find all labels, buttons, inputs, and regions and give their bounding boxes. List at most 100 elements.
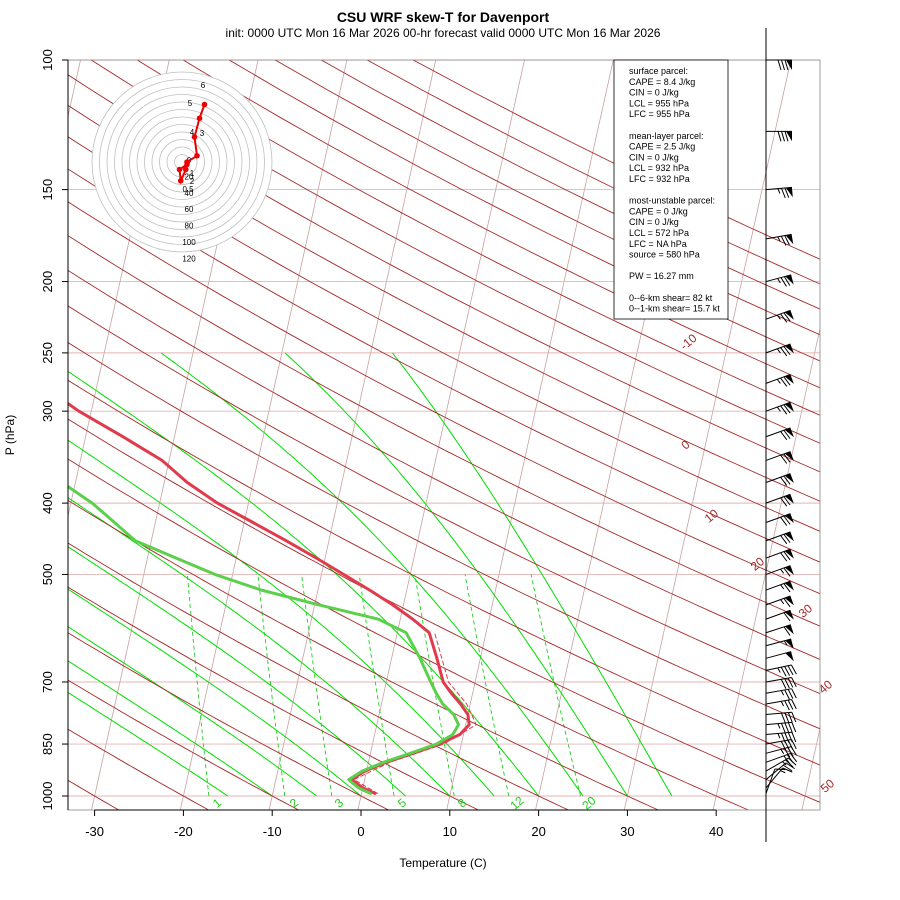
legend-line: PW = 16.27 mm bbox=[629, 271, 694, 281]
y-tick-label: 100 bbox=[40, 49, 55, 71]
wind-barb-flag bbox=[784, 513, 794, 523]
dry-adiabat bbox=[68, 679, 300, 810]
isotherm-line bbox=[357, 60, 525, 810]
isotherm-label: 40 bbox=[816, 677, 835, 697]
mixing-ratio-line bbox=[301, 574, 333, 797]
wind-barb-flag bbox=[785, 624, 794, 635]
wind-barb bbox=[765, 548, 794, 562]
wind-barb-flag bbox=[784, 310, 794, 320]
y-tick-label: 850 bbox=[40, 733, 55, 755]
wind-barb-shaft bbox=[765, 309, 791, 320]
dewpoint-profile bbox=[68, 484, 460, 795]
wind-barb-full bbox=[780, 679, 787, 689]
wind-barb bbox=[765, 731, 797, 744]
hodograph-ring bbox=[136, 116, 228, 208]
hodograph-ring bbox=[99, 79, 265, 245]
wind-barb-full bbox=[791, 688, 797, 699]
wind-barb-full bbox=[790, 664, 797, 675]
wind-barb-flag bbox=[784, 610, 794, 620]
wind-barb bbox=[765, 451, 794, 464]
wind-barb-full bbox=[783, 496, 791, 506]
wind-barb bbox=[765, 768, 786, 794]
wind-barb-full bbox=[784, 187, 790, 198]
wind-barb-full bbox=[780, 347, 788, 357]
wind-barb-half bbox=[780, 599, 785, 605]
wind-barb-full bbox=[783, 346, 791, 356]
isotherm-label: -10 bbox=[677, 331, 700, 353]
wind-barb-full bbox=[791, 722, 797, 733]
wind-barb-shaft bbox=[765, 664, 792, 671]
wind-barb bbox=[765, 595, 794, 608]
wind-barb-flag bbox=[784, 565, 794, 575]
isotherm-label: 20 bbox=[748, 554, 767, 574]
moist-adiabat bbox=[68, 370, 539, 797]
moist-adiabat bbox=[68, 626, 317, 797]
wind-barb-flag bbox=[784, 344, 794, 354]
wind-barb-full bbox=[780, 732, 786, 744]
wind-barb-full bbox=[787, 699, 794, 710]
y-tick-label: 300 bbox=[40, 400, 55, 422]
legend-line: CIN = 0 J/kg bbox=[629, 88, 679, 98]
wind-barb bbox=[765, 609, 794, 622]
x-axis-label: Temperature (C) bbox=[399, 856, 486, 870]
wind-barb-flag bbox=[784, 427, 794, 438]
wind-barb bbox=[765, 664, 797, 677]
wind-barb bbox=[765, 676, 797, 689]
legend-line: LCL = 932 hPa bbox=[629, 163, 689, 173]
hodograph-ring bbox=[121, 101, 243, 223]
wind-barb bbox=[765, 513, 794, 526]
dry-adiabat bbox=[68, 586, 480, 810]
wind-barb-full bbox=[784, 59, 789, 71]
hodograph-ring-label: 60 bbox=[185, 205, 194, 214]
hodograph-height-label: 1 bbox=[190, 169, 195, 178]
wind-barb-full bbox=[780, 454, 788, 464]
hodograph-point bbox=[201, 101, 208, 108]
plot-area bbox=[68, 60, 820, 810]
legend-line: mean-layer parcel: bbox=[629, 131, 704, 141]
wind-barb bbox=[765, 373, 794, 387]
wind-barb-half bbox=[776, 314, 781, 320]
parcel-trace bbox=[353, 632, 477, 794]
wind-barb-shaft bbox=[765, 746, 792, 754]
wind-barbs bbox=[765, 59, 798, 794]
mixing-ratio-label: 1 bbox=[210, 795, 224, 810]
wind-barb-full bbox=[781, 131, 785, 142]
wind-barb-half bbox=[776, 378, 781, 384]
wind-barb-flag bbox=[784, 581, 794, 591]
legend-line: CAPE = 0 J/kg bbox=[629, 206, 688, 216]
moist-adiabat bbox=[68, 660, 273, 797]
wind-barb-full bbox=[785, 762, 795, 770]
wind-barb bbox=[765, 580, 794, 593]
wind-barb-full bbox=[787, 689, 794, 699]
wind-barb-flag bbox=[786, 131, 792, 142]
isotherm-label: 0 bbox=[678, 437, 692, 452]
wind-barb bbox=[765, 531, 794, 545]
wind-barb-shaft bbox=[765, 757, 789, 772]
hodograph-point bbox=[176, 166, 183, 173]
wind-barb-full bbox=[784, 131, 789, 142]
wind-barb-full bbox=[791, 712, 797, 723]
legend-box bbox=[613, 59, 729, 320]
wind-barb-shaft bbox=[765, 739, 792, 745]
wind-barb bbox=[765, 624, 794, 636]
wind-barb-full bbox=[780, 552, 788, 562]
wind-barb-full bbox=[784, 678, 790, 689]
dry-adiabat bbox=[68, 728, 210, 810]
mixing-ratio-line bbox=[186, 574, 210, 797]
dry-adiabat bbox=[136, 60, 820, 416]
hodograph-height-label: 6 bbox=[201, 81, 206, 90]
wind-barb-full bbox=[791, 699, 797, 710]
dry-adiabat bbox=[68, 168, 820, 563]
x-tick-label: 20 bbox=[531, 824, 545, 839]
dry-adiabat bbox=[68, 342, 820, 730]
wind-barb-full bbox=[784, 689, 790, 700]
wind-barb-full bbox=[783, 515, 791, 525]
wind-barb-shaft bbox=[765, 711, 792, 716]
wind-barb bbox=[765, 638, 794, 649]
wind-barb-half bbox=[780, 690, 785, 696]
wind-barb-full bbox=[791, 732, 797, 743]
legend-line: CIN = 0 J/kg bbox=[629, 217, 679, 227]
wind-barb-full bbox=[783, 583, 791, 593]
wind-barb-full bbox=[783, 533, 791, 543]
